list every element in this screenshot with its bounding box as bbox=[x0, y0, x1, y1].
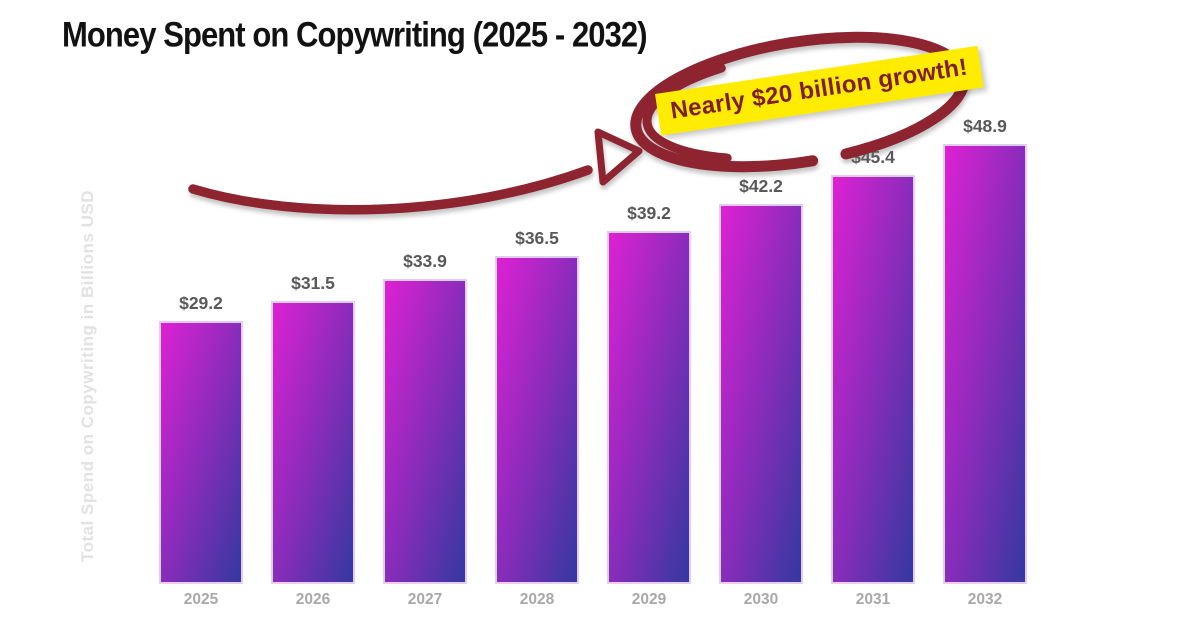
bar-value-label: $39.2 bbox=[627, 203, 671, 224]
x-axis-tick-label: 2030 bbox=[743, 590, 779, 608]
bar bbox=[495, 255, 579, 584]
x-axis-tick-label: 2027 bbox=[407, 590, 443, 608]
x-axis-tick-label: 2032 bbox=[967, 590, 1003, 608]
plot-area: $29.2 2025 $31.5 2026 $33.9 2027 $36.5 2028 $39.… bbox=[159, 110, 1027, 615]
bar bbox=[159, 321, 243, 584]
bar-group: $42.2 2030 bbox=[719, 110, 803, 615]
bar-group: $31.5 2026 bbox=[271, 110, 355, 615]
bar-group: $33.9 2027 bbox=[383, 110, 467, 615]
bar-value-label: $48.9 bbox=[963, 115, 1007, 136]
bar-value-label: $36.5 bbox=[515, 227, 559, 248]
bar-value-label: $31.5 bbox=[291, 272, 335, 293]
x-axis-tick-label: 2026 bbox=[295, 590, 331, 608]
bar bbox=[719, 204, 803, 584]
bar-group: $36.5 2028 bbox=[495, 110, 579, 615]
x-axis-tick-label: 2029 bbox=[631, 590, 667, 608]
bar-group: $48.9 2032 bbox=[943, 110, 1027, 615]
bar bbox=[943, 143, 1027, 584]
bar bbox=[271, 300, 355, 584]
bar bbox=[831, 175, 915, 584]
bar-group: $45.4 2031 bbox=[831, 110, 915, 615]
bar-value-label: $33.9 bbox=[403, 250, 447, 271]
y-axis-label: Total Spend on Copywriting in Billions U… bbox=[78, 189, 97, 563]
x-axis-tick-label: 2031 bbox=[855, 590, 891, 608]
x-axis-tick-label: 2028 bbox=[519, 590, 555, 608]
bar-value-label: $29.2 bbox=[179, 293, 223, 314]
bar-group: $29.2 2025 bbox=[159, 110, 243, 615]
bar-group: $39.2 2029 bbox=[607, 110, 691, 615]
bar bbox=[383, 278, 467, 584]
bar-value-label: $45.4 bbox=[851, 147, 895, 168]
chart-title: Money Spent on Copywriting (2025 - 2032) bbox=[62, 14, 648, 54]
x-axis-tick-label: 2025 bbox=[183, 590, 219, 608]
bar-value-label: $42.2 bbox=[739, 176, 783, 197]
bar bbox=[607, 231, 691, 584]
